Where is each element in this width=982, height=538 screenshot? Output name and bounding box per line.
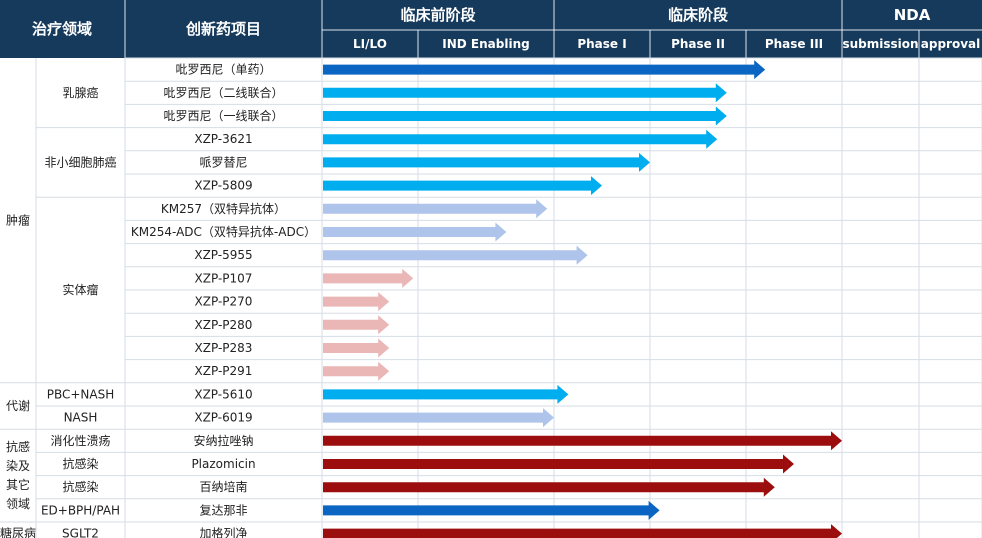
subarea-label: 抗感染 <box>62 456 98 471</box>
project-label: 加格列净 <box>199 526 247 538</box>
header-stage-5: submission <box>842 37 918 51</box>
subarea-label: 消化性溃疡 <box>50 433 110 448</box>
area-label: 染及 <box>6 458 30 473</box>
project-label: KM257（双特异抗体） <box>161 201 286 216</box>
header-area-label: 治疗领域 <box>32 20 92 38</box>
progress-arrow <box>323 361 390 381</box>
progress-arrow <box>323 338 390 358</box>
project-label: 吡罗西尼（单药） <box>175 63 271 77</box>
project-label: XZP-P270 <box>195 295 253 309</box>
area-label: 糖尿病 <box>0 526 36 538</box>
header-stage-2: Phase I <box>577 37 626 51</box>
progress-arrow <box>323 477 775 497</box>
subarea-label: 实体瘤 <box>62 282 98 297</box>
progress-arrow <box>323 60 766 80</box>
progress-arrow <box>323 152 650 172</box>
area-label: 代谢 <box>6 398 30 413</box>
project-label: 哌罗替尼 <box>199 155 247 169</box>
subarea-label: 非小细胞肺癌 <box>44 154 116 169</box>
project-label: XZP-P283 <box>195 341 253 355</box>
project-label: 百纳培南 <box>199 479 247 494</box>
project-label: Plazomicin <box>191 457 255 471</box>
progress-arrow <box>323 268 414 288</box>
project-label: 安纳拉唑钠 <box>193 433 253 448</box>
project-label: XZP-5809 <box>194 179 252 193</box>
progress-arrow <box>323 524 842 538</box>
project-label: 复达那非 <box>199 503 247 517</box>
project-label: XZP-6019 <box>194 411 252 425</box>
project-label: XZP-P107 <box>195 271 253 285</box>
progress-arrow <box>323 199 548 219</box>
project-label: XZP-5610 <box>194 387 252 401</box>
subarea-label: ED+BPH/PAH <box>41 503 120 517</box>
progress-arrow <box>323 315 390 335</box>
header-stage-3: Phase II <box>671 37 725 51</box>
progress-arrow <box>323 106 727 126</box>
subarea-label: 乳腺癌 <box>62 85 98 100</box>
project-label: XZP-3621 <box>194 132 252 146</box>
subarea-label: SGLT2 <box>62 527 99 538</box>
progress-arrow <box>323 431 842 451</box>
progress-arrow <box>323 292 390 312</box>
project-label: XZP-P291 <box>195 364 253 378</box>
project-label: XZP-5955 <box>194 248 252 262</box>
header-preclinical-label: 临床前阶段 <box>400 6 475 24</box>
header-stage-4: Phase III <box>765 37 823 51</box>
header-background <box>0 0 982 58</box>
progress-arrow <box>323 245 588 265</box>
progress-arrow <box>323 384 569 404</box>
project-label: 吡罗西尼（二线联合） <box>163 85 283 100</box>
header-stage-1: IND Enabling <box>442 37 529 51</box>
header-clinical-label: 临床阶段 <box>668 6 728 24</box>
progress-arrow <box>323 408 554 428</box>
project-label: XZP-P280 <box>195 318 253 332</box>
progress-arrow <box>323 83 727 103</box>
header-project-label: 创新药项目 <box>185 20 261 38</box>
project-label: 吡罗西尼（一线联合） <box>163 108 283 123</box>
subarea-label: PBC+NASH <box>47 387 115 401</box>
header-nda-label: NDA <box>894 6 931 24</box>
area-label: 领域 <box>6 497 30 511</box>
progress-arrow <box>323 222 507 242</box>
progress-arrow <box>323 176 602 196</box>
header-stage-0: LI/LO <box>353 37 387 51</box>
project-label: KM254-ADC（双特异抗体-ADC） <box>131 224 316 239</box>
progress-arrow <box>323 454 794 474</box>
progress-arrow <box>323 500 660 520</box>
area-label: 肿瘤 <box>6 212 30 227</box>
header-stage-6: approval <box>921 37 980 51</box>
subarea-label: 抗感染 <box>62 479 98 494</box>
area-label: 其它 <box>6 477 30 492</box>
subarea-label: NASH <box>64 411 98 425</box>
progress-arrow <box>323 129 718 149</box>
area-label: 抗感 <box>6 439 30 454</box>
